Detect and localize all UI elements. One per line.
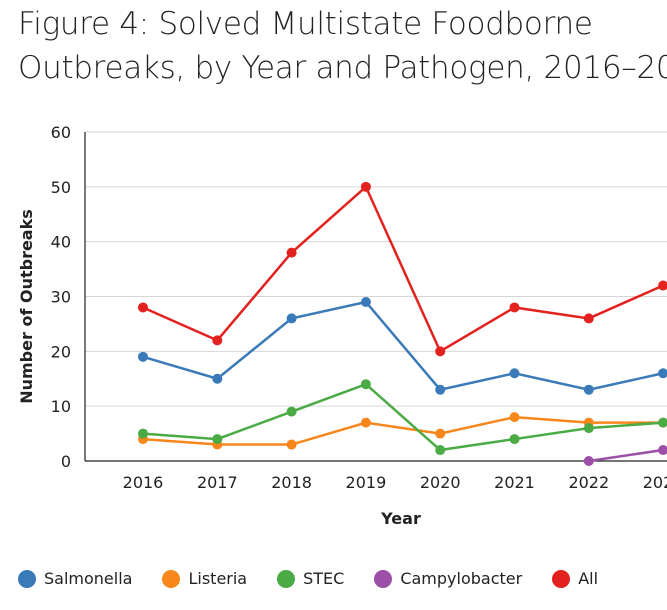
y-axis-label: Number of Outbreaks (17, 209, 36, 404)
data-point-salmonella (212, 373, 223, 384)
data-point-all (583, 313, 594, 324)
x-tick-label: 2022 (568, 473, 609, 492)
x-tick-label: 2019 (346, 473, 387, 492)
legend: Salmonella Listeria STEC Campylobacter All (18, 569, 628, 588)
data-point-salmonella (138, 351, 148, 362)
data-point-all (138, 302, 148, 313)
data-point-listeria (435, 428, 446, 439)
data-point-all (212, 335, 223, 346)
x-tick-label: 2023 (643, 473, 667, 492)
legend-swatch (277, 569, 296, 588)
series-line-listeria (142, 415, 664, 446)
data-point-salmonella (286, 313, 297, 324)
series-line-campylobacter (588, 448, 664, 463)
y-tick-label: 30 (51, 288, 71, 307)
data-point-salmonella (360, 296, 371, 307)
series-line-salmonella (142, 300, 664, 392)
x-tick-label: 2020 (420, 473, 461, 492)
legend-label: Salmonella (44, 569, 133, 588)
legend-label: All (578, 569, 599, 588)
x-axis-label: Year (380, 509, 421, 528)
data-point-listeria (360, 417, 371, 428)
data-point-stec (435, 445, 446, 456)
data-point-all (286, 247, 297, 258)
legend-swatch (374, 569, 393, 588)
data-point-campylobacter (658, 445, 667, 456)
y-tick-label: 50 (51, 178, 71, 197)
legend-label: Listeria (188, 569, 248, 588)
data-point-all (360, 181, 371, 192)
data-point-listeria (509, 412, 520, 423)
data-point-all (658, 280, 667, 291)
data-point-stec (286, 406, 297, 417)
x-tick-label: 2018 (271, 473, 312, 492)
legend-item-listeria: Listeria (162, 569, 247, 588)
legend-swatch (552, 569, 571, 588)
title-line-2: Outbreaks, by Year and Pathogen, 2016–20 (18, 50, 667, 86)
data-point-stec (138, 428, 148, 439)
legend-swatch (162, 569, 181, 588)
y-tick-label: 10 (51, 397, 71, 416)
x-tick-label: 2016 (123, 473, 164, 492)
y-tick-label: 60 (51, 123, 71, 142)
data-point-stec (583, 423, 594, 434)
legend-item-all: All (552, 569, 598, 588)
legend-item-salmonella: Salmonella (18, 569, 132, 588)
title-line-1: Figure 4: Solved Multistate Foodborne (18, 6, 593, 42)
legend-label: Campylobacter (400, 569, 523, 588)
y-tick-label: 0 (61, 452, 71, 471)
y-tick-label: 40 (51, 233, 71, 252)
data-point-salmonella (583, 384, 594, 395)
data-point-stec (212, 434, 223, 445)
chart-title: Figure 4: Solved Multistate Foodborne Ou… (18, 2, 667, 90)
data-point-listeria (286, 439, 297, 450)
data-point-salmonella (658, 368, 667, 379)
data-point-stec (658, 417, 667, 428)
data-point-salmonella (509, 368, 520, 379)
legend-item-campylobacter: Campylobacter (374, 569, 522, 588)
legend-item-stec: STEC (277, 569, 344, 588)
data-point-all (435, 346, 446, 357)
data-point-campylobacter (583, 456, 594, 466)
x-tick-label: 2021 (494, 473, 535, 492)
data-point-stec (509, 434, 520, 445)
series-line-all (142, 184, 664, 354)
legend-label: STEC (303, 569, 345, 588)
series-line-stec (142, 382, 664, 452)
legend-swatch (18, 569, 36, 588)
y-tick-label: 20 (51, 342, 71, 361)
data-point-stec (360, 379, 371, 390)
x-tick-label: 2017 (197, 473, 238, 492)
data-point-salmonella (435, 384, 446, 395)
data-point-all (509, 302, 520, 313)
